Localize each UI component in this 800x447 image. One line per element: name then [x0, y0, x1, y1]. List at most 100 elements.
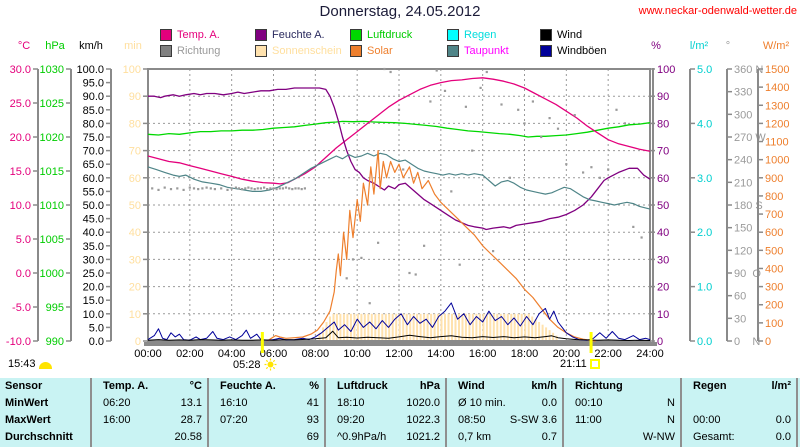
- sunshine-bar: [471, 313, 474, 341]
- direction-dot: [590, 166, 593, 169]
- axis-label-sunshine: 90: [129, 91, 141, 103]
- cell-text: Luftdruck: [337, 380, 388, 392]
- direction-dot: [281, 187, 284, 190]
- direction-dot: [414, 273, 417, 276]
- axis-label-pressure: 995: [46, 302, 64, 314]
- axis-label-pressure: 1030: [40, 64, 64, 76]
- axis-label-temp: 5.0: [16, 234, 31, 246]
- legend-color-box: [350, 45, 362, 57]
- direction-dot: [300, 188, 303, 191]
- direction-dot: [151, 187, 154, 190]
- axis-label-pressure: 1010: [40, 200, 64, 212]
- sunshine-bar: [489, 313, 492, 341]
- sunshine-bar: [552, 332, 555, 341]
- axis-label-sunshine: 70: [129, 146, 141, 158]
- cell-text: 18:10: [337, 397, 365, 409]
- cell-text: 0,7 km: [458, 431, 492, 443]
- axis-label-temp: 0.0: [16, 268, 31, 280]
- legend-color-box: [447, 29, 459, 41]
- table-row: Gesamt: 0.0: [682, 429, 797, 446]
- direction-dot: [226, 188, 229, 191]
- axis-label-direction: 330: [734, 87, 752, 99]
- cell-text: 00:00: [693, 414, 721, 426]
- sunshine-bar: [398, 313, 401, 341]
- sunshine-bar: [367, 313, 370, 341]
- cell-text: Temp. A.: [103, 380, 149, 392]
- sunshine-bar: [534, 319, 537, 341]
- legend-color-box: [350, 29, 362, 41]
- legend-color-box: [255, 45, 267, 57]
- axis-label-pressure: 1020: [40, 132, 64, 144]
- axis-label-wind: 10.0: [83, 309, 104, 321]
- legend-item-wind: Wind: [540, 29, 582, 41]
- direction-dot: [213, 188, 216, 191]
- direction-dot: [220, 187, 223, 190]
- table-row: 11:00 N: [564, 412, 681, 429]
- direction-dot: [241, 188, 244, 191]
- axis-label-pressure: 990: [46, 336, 64, 348]
- legend-item-richtung: Richtung: [160, 45, 220, 57]
- direction-dot: [205, 186, 208, 189]
- cell-text: 06:20: [103, 397, 131, 409]
- direction-dot: [582, 171, 585, 174]
- table-row: Feuchte A.%: [209, 378, 325, 395]
- direction-dot: [408, 271, 411, 275]
- legend-item-luftdruck: Luftdruck: [350, 29, 412, 41]
- site-url[interactable]: www.neckar-odenwald-wetter.de: [638, 5, 797, 17]
- cell-value: 69: [306, 431, 319, 443]
- axis-label-solar: 900: [765, 173, 783, 185]
- axis-label-pressure: 1005: [40, 234, 64, 246]
- direction-dot: [435, 69, 438, 72]
- direction-dot: [540, 135, 543, 139]
- sunshine-bar: [478, 313, 481, 341]
- axis-unit-wind: km/h: [79, 40, 103, 52]
- sunshine-bar: [454, 313, 457, 341]
- cell-text: MaxWert: [5, 414, 51, 426]
- table-row: 16:10 41: [209, 395, 325, 412]
- axis-label-solar: 0: [765, 336, 771, 348]
- table-group-regen: Regen l/m² 00:00 0.0 Gesamt: 0.0: [680, 378, 797, 447]
- x-tick-label: 10:00: [343, 348, 371, 360]
- legend-color-box: [447, 45, 459, 57]
- sunshine-bar: [524, 313, 527, 341]
- table-row: 06:20 13.1: [92, 395, 208, 412]
- legend-color-box: [540, 45, 552, 57]
- sunshine-bar: [318, 332, 321, 341]
- sunshine-bar: [513, 313, 516, 341]
- cell-text: Regen: [693, 380, 727, 392]
- axis-label-wind: 65.0: [83, 159, 104, 171]
- direction-dot: [397, 108, 401, 111]
- direction-dot: [253, 188, 256, 191]
- axis-label-wind: 40.0: [83, 227, 104, 239]
- axis-label-temp: 30.0: [10, 64, 31, 76]
- axis-label-pressure: 1000: [40, 268, 64, 280]
- cell-value: 1022.3: [406, 414, 440, 426]
- table-row: Luftdruck hPa: [326, 378, 446, 395]
- cell-value: km/h: [531, 380, 557, 392]
- sunshine-bar: [531, 316, 534, 341]
- table-row: Sensor: [0, 378, 88, 395]
- axis-label-sunshine: 40: [129, 227, 141, 239]
- cell-text: 09:20: [337, 414, 365, 426]
- axis-label-solar: 1100: [765, 137, 789, 149]
- sunshine-bar: [555, 335, 558, 341]
- axis-label-wind: 90.0: [83, 91, 104, 103]
- table-row: Wind km/h: [447, 378, 563, 395]
- summary-table: Sensor MinWert MaxWert Durchschnitt Temp. A.…: [0, 378, 800, 447]
- sunshine-bar: [517, 313, 520, 341]
- direction-dot: [201, 187, 204, 190]
- cell-value: hPa: [419, 380, 440, 392]
- axis-label-direction: 30: [734, 313, 746, 325]
- axis-unit-direction: °: [726, 40, 730, 52]
- direction-dot: [230, 187, 233, 190]
- cell-value: 0.7: [541, 431, 557, 443]
- direction-dot: [303, 187, 306, 190]
- snapshot-time: 15:43: [8, 358, 36, 370]
- direction-dot: [615, 108, 618, 111]
- sun-icon: [264, 358, 277, 371]
- direction-dot: [632, 225, 635, 228]
- x-tick-label: 02:00: [176, 348, 204, 360]
- legend-label: Richtung: [177, 45, 221, 57]
- axis-label-humidity: 70: [657, 146, 669, 158]
- direction-dot: [192, 187, 196, 190]
